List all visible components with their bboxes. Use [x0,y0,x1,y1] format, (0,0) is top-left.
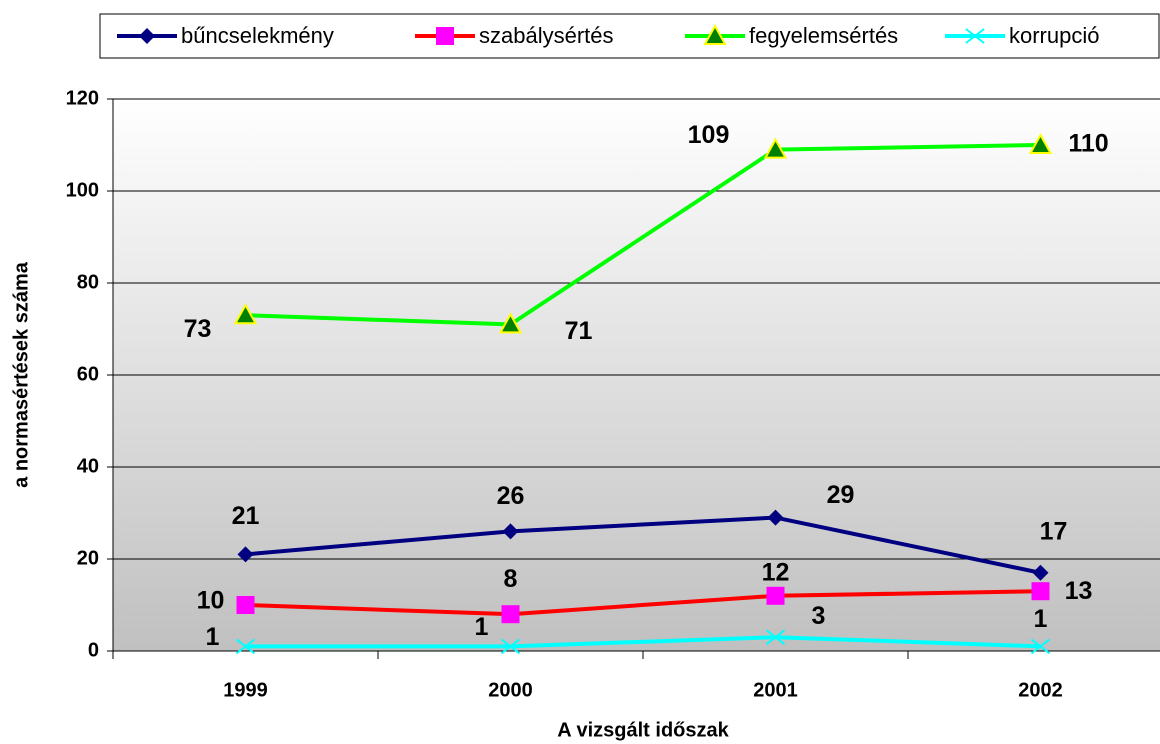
data-label: 13 [1065,577,1093,605]
data-label: 12 [762,558,790,586]
legend-marker [965,28,985,44]
x-tick-label: 2001 [753,679,798,701]
y-tick-label: 120 [66,87,99,109]
data-label: 29 [827,481,855,509]
x-tick-label: 2002 [1018,679,1063,701]
data-label: 73 [184,315,212,343]
series-line [245,143,1041,327]
data-label: 1 [206,623,220,651]
x-tick-label: 2000 [488,679,533,701]
data-label: 110 [1068,130,1108,158]
point-marker [763,137,788,159]
legend-label: szabálysértés [479,23,614,48]
legend-marker [436,27,454,45]
point-marker [1030,638,1051,655]
legend-marker [703,23,727,45]
y-tick-label: 40 [77,455,99,477]
point-marker [1032,564,1049,581]
y-tick-label: 60 [77,363,99,385]
point-marker [501,605,520,624]
data-label: 8 [504,565,518,593]
legend-label: korrupció [1009,23,1099,48]
data-label: 1 [1034,605,1048,633]
series-line [245,515,1041,575]
data-label: 109 [688,121,730,149]
y-axis-title: a normasértések száma [10,261,32,488]
y-tick-label: 0 [88,639,99,661]
legend-label: bűncselekmény [181,23,334,48]
point-marker [235,638,256,655]
point-marker [237,546,254,563]
data-label: 1 [475,613,489,641]
y-tick-label: 100 [66,179,99,201]
point-marker [236,596,255,614]
y-tick-label: 20 [77,547,99,569]
data-label: 3 [812,602,826,630]
point-marker [233,303,258,325]
legend-marker [139,28,155,44]
point-marker [1028,132,1053,154]
point-marker [502,523,519,540]
series-line [245,635,1041,649]
point-marker [498,312,523,334]
point-marker [1031,582,1050,601]
point-marker [766,586,785,605]
point-marker [500,638,521,655]
legend-label: fegyelemsértés [749,23,898,48]
x-tick-label: 1999 [223,679,268,701]
data-label: 21 [232,502,260,530]
point-marker [765,629,786,645]
data-label: 26 [497,482,525,510]
series-line [245,589,1041,617]
data-label: 10 [197,587,225,615]
y-tick-label: 80 [77,271,99,293]
data-label: 71 [565,317,593,345]
point-marker [767,509,784,526]
x-axis-title: A vizsgált időszak [557,719,729,741]
data-label: 17 [1040,517,1068,545]
